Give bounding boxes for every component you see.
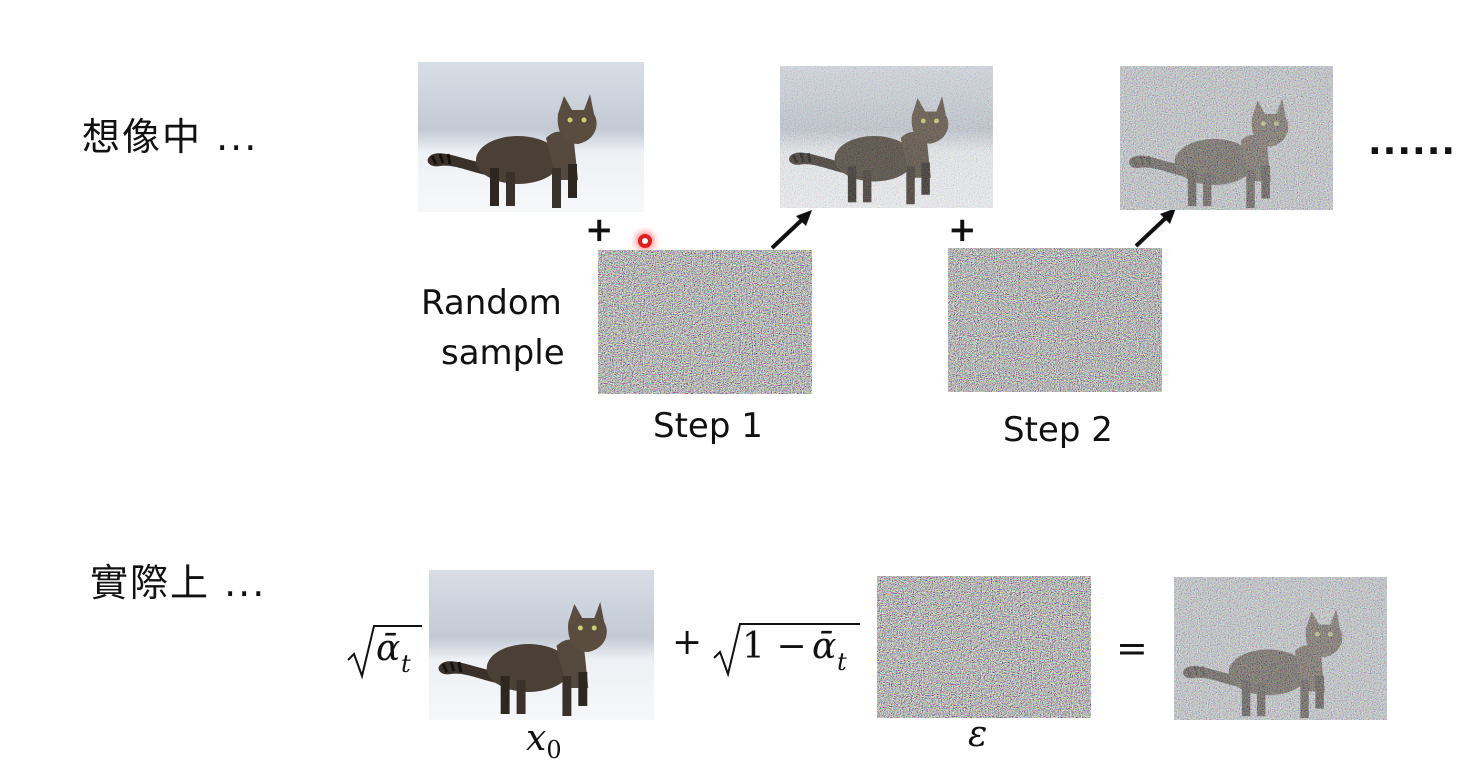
x0-label: x0 — [526, 718, 562, 764]
arrow-icon-2 — [1134, 208, 1176, 248]
arrow-icon-1 — [770, 210, 812, 250]
cat-image-clean — [418, 62, 644, 212]
step1-label: Step 1 — [653, 406, 763, 446]
noise-image-step2 — [948, 248, 1162, 392]
sqrt-symbol — [347, 625, 422, 680]
noise-image-epsilon — [877, 576, 1091, 718]
alpha-bar: ᾱ — [376, 628, 401, 669]
random-sample-line2: sample — [441, 333, 565, 373]
subscript-t-2: t — [837, 648, 847, 676]
plus-sign-bottom: + — [672, 622, 703, 663]
cat-image-result — [1174, 577, 1387, 720]
cursor-dot — [638, 234, 652, 248]
epsilon-label: ε — [968, 714, 988, 755]
x0-sub: 0 — [546, 736, 562, 764]
subscript-t: t — [401, 650, 411, 678]
step2-label: Step 2 — [1003, 410, 1113, 450]
equals-sign: = — [1116, 626, 1148, 670]
plus-sign-2: + — [948, 210, 977, 250]
sqrt-alpha-term: ᾱ t — [346, 620, 426, 680]
cat-image-x0 — [429, 570, 654, 720]
plus-sign-1: + — [585, 210, 614, 250]
random-sample-line1: Random — [421, 283, 562, 323]
cat-image-step2 — [1120, 66, 1333, 210]
one-minus: 1 − — [742, 626, 818, 667]
imagined-label: 想像中 ... — [82, 115, 259, 159]
noise-image-step1 — [598, 250, 812, 394]
sqrt-symbol-2 — [713, 623, 860, 678]
ellipsis: ...... — [1368, 122, 1457, 163]
actual-label: 實際上 ... — [90, 561, 267, 605]
alpha-bar-2: ᾱ — [812, 626, 837, 667]
random-sample-label: Random sample — [421, 278, 565, 378]
sqrt-one-minus-alpha-term: 1 − ᾱ t — [712, 618, 862, 678]
cat-image-step1 — [780, 66, 993, 208]
x0-x: x — [526, 718, 547, 759]
